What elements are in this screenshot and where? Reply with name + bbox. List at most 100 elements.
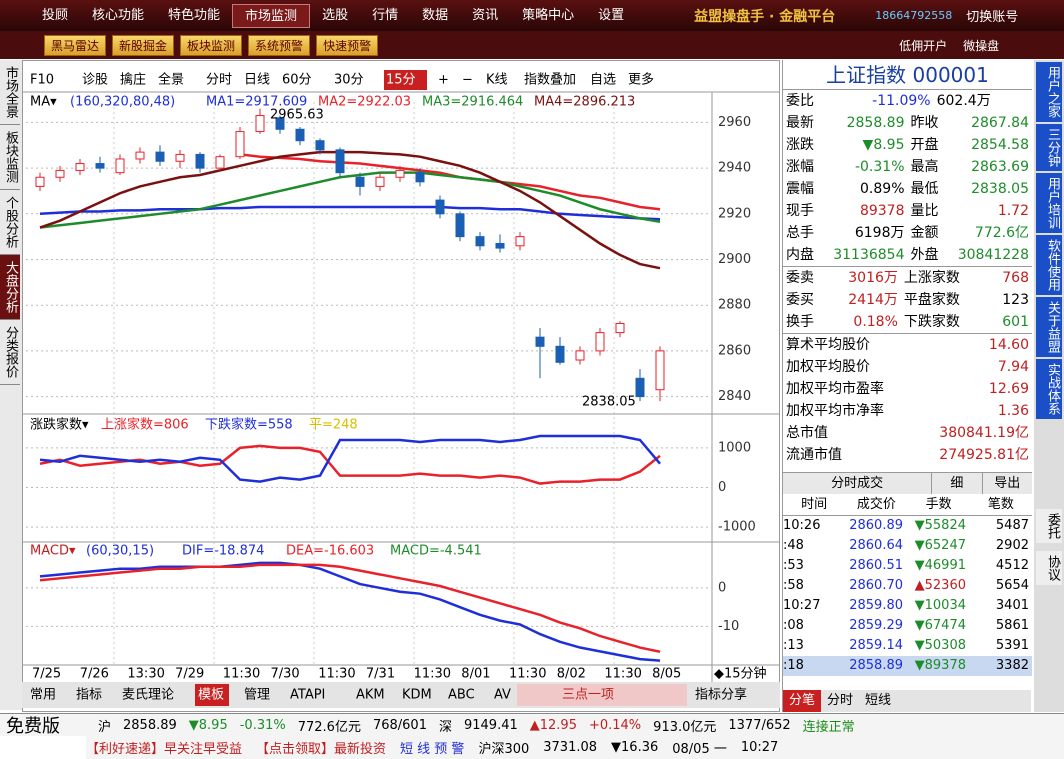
menu-item[interactable]: 投顾 bbox=[42, 7, 69, 23]
chart-tool[interactable]: 自选 bbox=[590, 73, 616, 88]
toolbar-link[interactable]: 低佣开户 bbox=[899, 38, 948, 53]
account[interactable]: 切换账号 bbox=[966, 10, 1019, 25]
x-tick-label: 8/02 bbox=[557, 667, 586, 682]
menu-item[interactable]: 资讯 bbox=[472, 7, 499, 23]
column-header: 时间 bbox=[801, 497, 828, 512]
menu-item[interactable]: 市场监测 bbox=[232, 3, 311, 28]
quote-cell: 768 bbox=[1002, 270, 1029, 286]
toolbar-button[interactable]: 黑马雷达 bbox=[44, 34, 107, 56]
left-tab[interactable]: 市场全景 bbox=[0, 60, 20, 125]
trade-row: :48 2860.64 ▼65247 2902 bbox=[783, 536, 1032, 556]
trade-cell: ▼89378 bbox=[914, 658, 966, 673]
menu-item[interactable]: 核心功能 bbox=[92, 7, 145, 23]
trades-button[interactable]: 细 bbox=[931, 473, 981, 494]
y-tick-label: 2920 bbox=[718, 206, 751, 221]
menu-bar: 投顾 核心功能 特色功能 市场监测 选股 行情 数据 资讯 策略中心 设置 益盟操盘手 · 金融平台… bbox=[0, 0, 1064, 31]
quote-cell: 算术平均股价 bbox=[786, 337, 870, 353]
bottom-tab[interactable]: ABC bbox=[448, 688, 475, 703]
quote-cell: 下跌家数 bbox=[903, 314, 960, 330]
chart-tool[interactable]: 指数叠加 bbox=[524, 73, 576, 88]
quote-cell: 274925.81亿 bbox=[939, 447, 1029, 463]
trades-tab[interactable]: 短线 bbox=[865, 693, 892, 708]
news-item[interactable]: 【利好速递】早关注早受益 bbox=[86, 742, 243, 757]
bottom-tab[interactable]: 模板 bbox=[198, 688, 224, 703]
right-tab[interactable]: 软件使用 bbox=[1036, 235, 1062, 295]
trades-button[interactable]: 导出 bbox=[981, 473, 1032, 494]
left-tab[interactable]: 分类报价 bbox=[0, 320, 20, 385]
trade-cell: 3382 bbox=[995, 658, 1029, 673]
chart-tool[interactable]: − bbox=[462, 73, 473, 88]
menu-item[interactable]: 特色功能 bbox=[168, 7, 221, 23]
chart-tool[interactable]: F10 bbox=[30, 73, 54, 88]
candle-body bbox=[355, 176, 365, 187]
candle-body bbox=[155, 151, 165, 162]
right-tab[interactable]: 三分钟 bbox=[1036, 124, 1062, 171]
bottom-tab[interactable]: 指标 bbox=[76, 688, 102, 703]
quote-row: 委买 2414万 平盘家数 123 bbox=[783, 289, 1032, 311]
quote-title[interactable]: 上证指数 000001 bbox=[783, 60, 1032, 90]
right-tab[interactable]: 协议 bbox=[1036, 551, 1062, 585]
status-item: 深 bbox=[438, 719, 452, 735]
candle-body bbox=[135, 151, 145, 160]
candle-body bbox=[175, 153, 185, 162]
news-item[interactable]: 短 线 预 警 bbox=[400, 742, 465, 757]
trade-row: 10:27 2859.80 ▼10034 3401 bbox=[783, 596, 1032, 616]
bottom-tab[interactable]: KDM bbox=[402, 688, 432, 703]
trade-row: :18 2858.89 ▼89378 3382 bbox=[783, 656, 1032, 676]
trade-cell: 5861 bbox=[995, 618, 1029, 633]
chart-tool[interactable]: 30分 bbox=[334, 73, 364, 88]
legend-entry: DIF=-18.874 bbox=[182, 544, 264, 559]
quote-cell: 委卖 bbox=[786, 270, 814, 286]
chart-tool[interactable]: K线 bbox=[486, 73, 508, 88]
right-tab[interactable]: 关于益盟 bbox=[1036, 297, 1062, 357]
right-tab[interactable]: 用户之家 bbox=[1036, 62, 1062, 122]
chart-tool[interactable]: 60分 bbox=[282, 73, 312, 88]
toolbar-button[interactable]: 快速预警 bbox=[316, 34, 379, 56]
chart-tool[interactable]: 擒庄 bbox=[120, 72, 146, 88]
chart-tool[interactable]: 诊股 bbox=[82, 73, 108, 88]
toolbar-button[interactable]: 系统预警 bbox=[248, 34, 311, 56]
bottom-tab[interactable]: ATAPI bbox=[290, 688, 325, 703]
left-tab[interactable]: 个股分析 bbox=[0, 190, 20, 255]
chart-tool[interactable]: 更多 bbox=[628, 72, 654, 88]
bottom-tab[interactable]: AKM bbox=[356, 688, 385, 703]
bottom-tab[interactable]: 麦氏理论 bbox=[122, 688, 174, 703]
candle-body bbox=[235, 131, 245, 158]
bottom-tab[interactable]: 管理 bbox=[244, 688, 270, 703]
quote-cell: 6198万 bbox=[854, 225, 905, 241]
toolbar-link[interactable]: 微操盘 bbox=[963, 38, 1000, 53]
news-item[interactable]: 【点击领取】最新投资 bbox=[256, 742, 387, 757]
quote-row: 总手 6198万 金额 772.6亿 bbox=[783, 222, 1032, 244]
right-tab[interactable]: 实战体系 bbox=[1036, 359, 1062, 419]
x-tick-label: 7/31 bbox=[366, 667, 395, 682]
trade-row: :53 2860.51 ▼46991 4512 bbox=[783, 556, 1032, 576]
menu-item[interactable]: 设置 bbox=[598, 7, 625, 23]
right-tab[interactable]: 委托 bbox=[1036, 509, 1062, 543]
toolbar-button[interactable]: 板块监测 bbox=[180, 34, 243, 56]
bottom-tab[interactable]: 常用 bbox=[30, 688, 56, 703]
quote-row: 震幅 0.89% 最低 2838.05 bbox=[783, 178, 1032, 200]
chart-tool[interactable]: 全景 bbox=[158, 72, 184, 88]
trade-cell: :48 bbox=[783, 538, 804, 553]
news-item: 10:27 bbox=[740, 740, 779, 755]
news-item: 沪深300 bbox=[478, 742, 530, 757]
chart-tool[interactable]: 15分 bbox=[386, 73, 416, 88]
chart-tool[interactable]: 日线 bbox=[244, 73, 270, 88]
quote-row: 最新 2858.89 昨收 2867.84 bbox=[783, 112, 1032, 134]
quote-row: 换手 0.18% 下跌家数 601 bbox=[783, 311, 1032, 333]
candle-body bbox=[95, 163, 105, 169]
menu-item[interactable]: 选股 bbox=[322, 7, 349, 23]
toolbar-button[interactable]: 新股掘金 bbox=[112, 34, 175, 56]
chart-tool[interactable]: 分时 bbox=[206, 73, 232, 88]
right-tab[interactable]: 用户培训 bbox=[1036, 173, 1062, 233]
chart-tool[interactable]: + bbox=[438, 73, 449, 88]
left-tab[interactable]: 大盘分析 bbox=[0, 255, 20, 320]
menu-item[interactable]: 行情 bbox=[372, 7, 399, 23]
menu-item[interactable]: 数据 bbox=[422, 7, 449, 23]
left-tab[interactable]: 板块监测 bbox=[0, 125, 20, 190]
bottom-tab[interactable]: AV bbox=[494, 688, 511, 703]
trades-tab[interactable]: 分时 bbox=[827, 693, 854, 708]
trades-tab[interactable]: 分笔 bbox=[783, 690, 822, 712]
menu-item[interactable]: 策略中心 bbox=[522, 7, 575, 23]
x-tick-label: 11:30 bbox=[223, 667, 260, 682]
